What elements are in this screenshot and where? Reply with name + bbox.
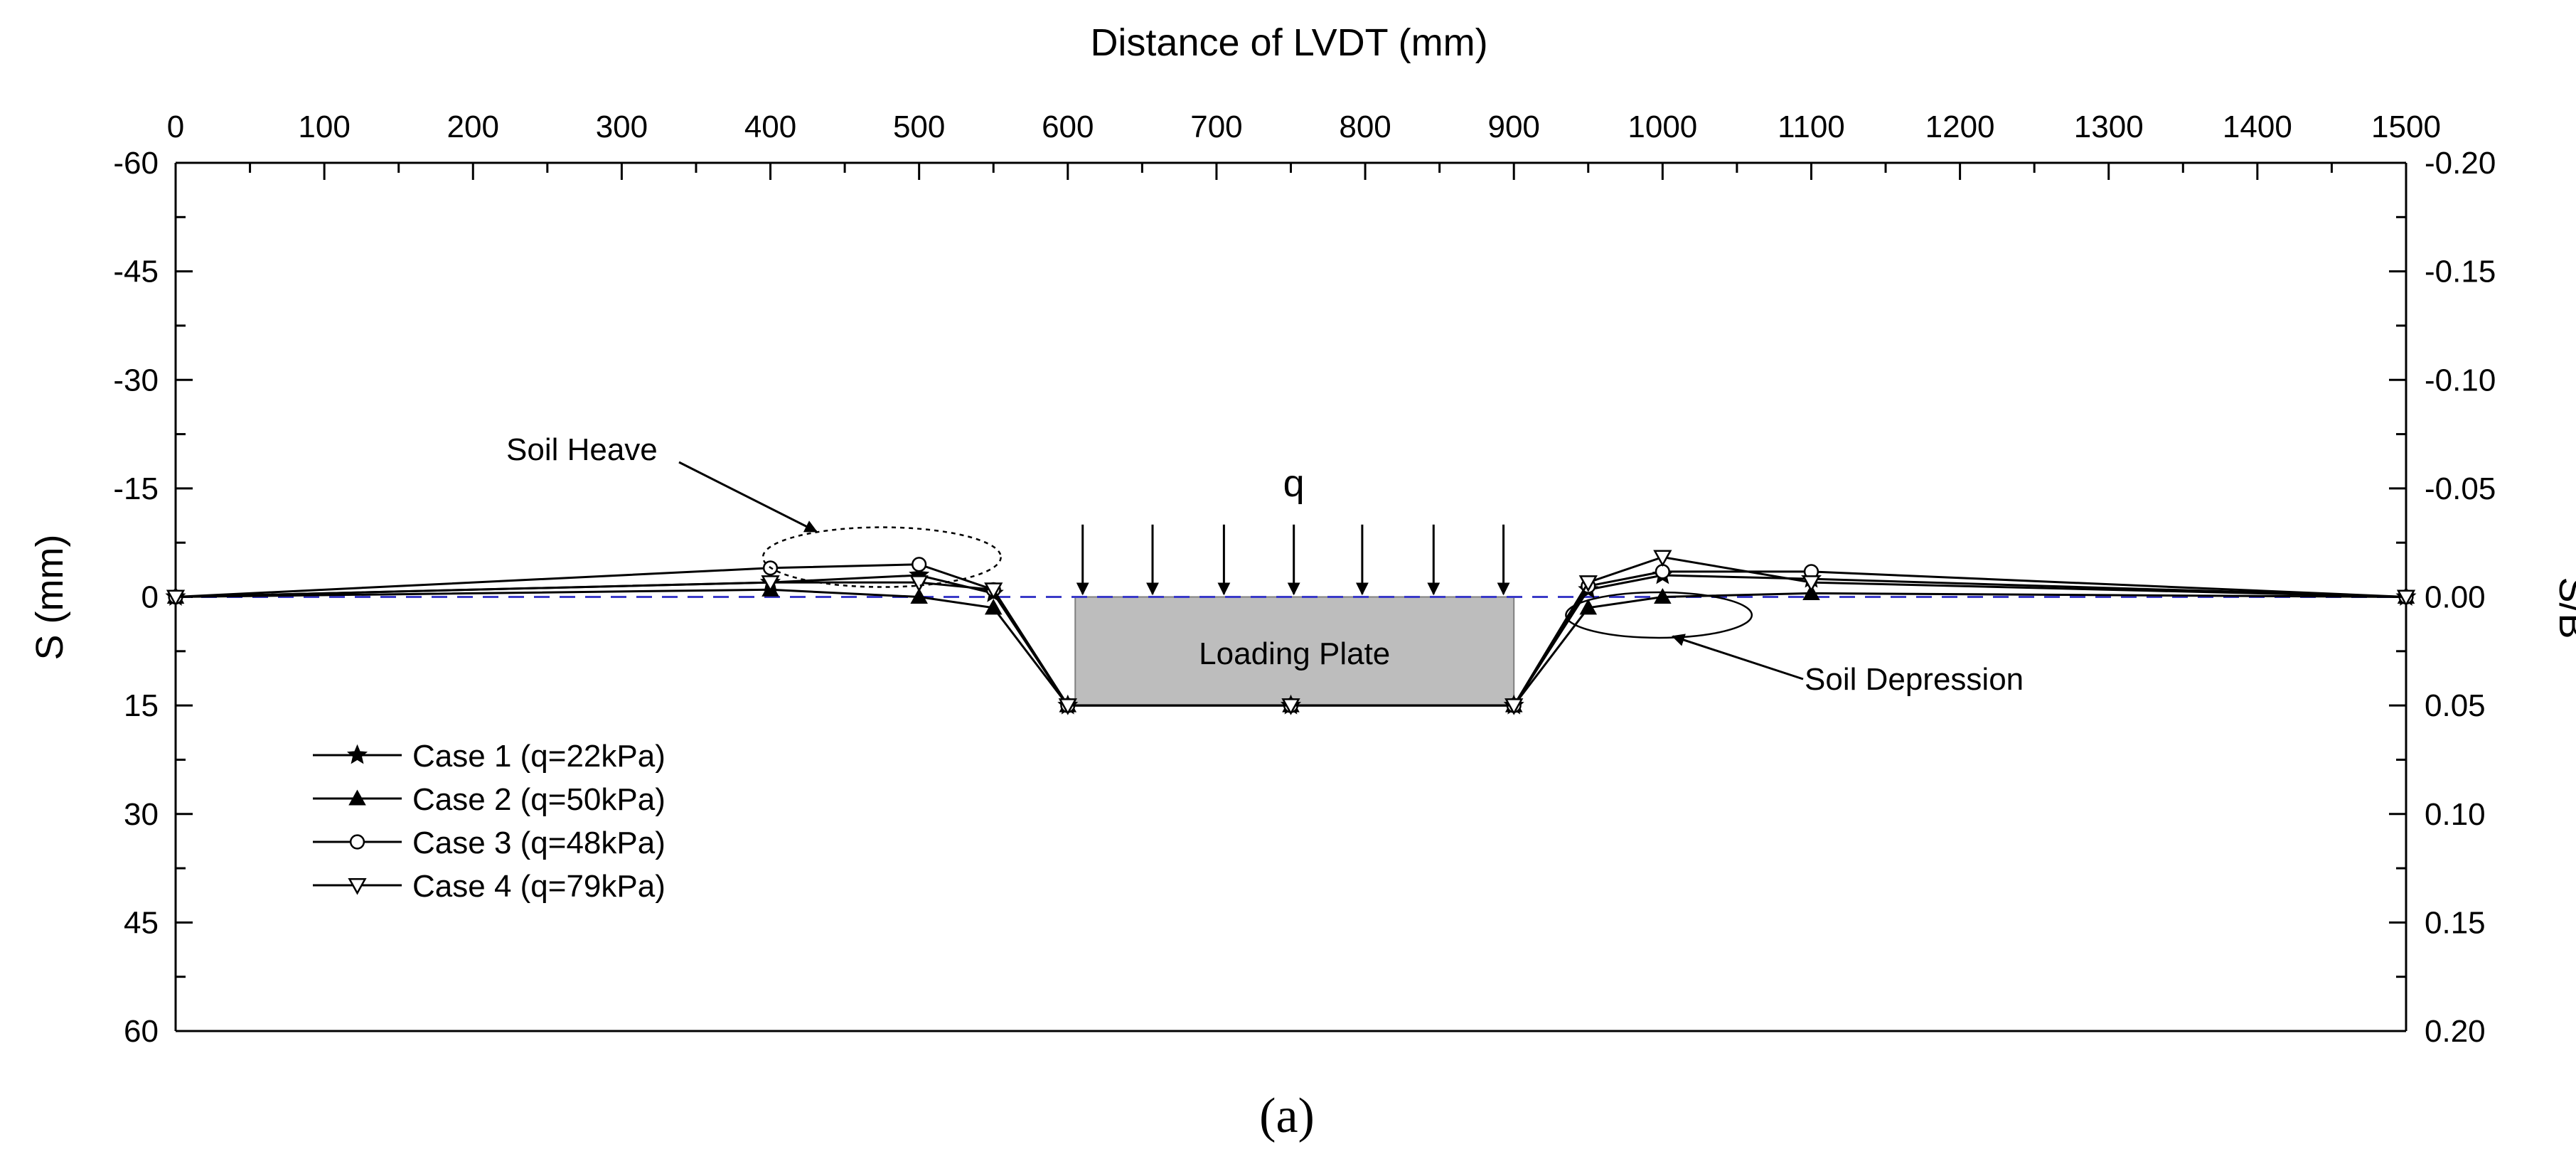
data-point (909, 575, 929, 592)
y2-tick-label: 0.15 (2425, 905, 2486, 940)
y2-tick-label: 0.10 (2425, 797, 2486, 832)
y2-tick-label: 0.00 (2425, 580, 2486, 615)
legend-label: Case 2 (q=50kPa) (412, 782, 666, 817)
data-point (1654, 587, 1672, 604)
y-tick-label: -15 (113, 471, 159, 506)
x-tick-label: 1200 (1925, 110, 1995, 144)
x-tick-label: 600 (1042, 110, 1094, 144)
legend-item-case-3: Case 3 (q=48kPa) (313, 826, 666, 860)
x-tick-label: 900 (1487, 110, 1539, 144)
y-tick-label: 45 (124, 905, 159, 940)
y2-tick-label: -0.05 (2425, 471, 2496, 506)
y2-tick-label: -0.10 (2425, 363, 2496, 397)
soil-heave-label: Soil Heave (506, 432, 658, 467)
y-tick-label: -60 (113, 146, 159, 181)
x-axis-ticks: 0 100 200 300 400 500 600 700 800 900 1000 1100 1200… (167, 110, 2441, 180)
y2-axis-ticks: -0.20 -0.15 -0.10 -0.05 0.00 0.05 0.10 0.15 0.20 (2389, 146, 2496, 1049)
legend-triangle-up-marker (348, 789, 366, 806)
data-point (1653, 550, 1672, 567)
data-point (1505, 698, 1524, 715)
x-tick-label: 1300 (2074, 110, 2144, 144)
data-point (984, 599, 1003, 615)
data-point (761, 575, 780, 592)
data-point (1578, 575, 1598, 592)
y2-tick-label: -0.15 (2425, 255, 2496, 289)
data-point (2396, 589, 2416, 607)
x-tick-label: 1100 (1778, 110, 1845, 144)
legend-label: Case 1 (q=22kPa) (412, 739, 666, 774)
legend-marker-shape (349, 834, 365, 850)
soil-depression-arrow (1672, 634, 1804, 680)
data-point (912, 557, 927, 572)
load-q-label: q (1283, 462, 1305, 505)
legend-item-case-4: Case 4 (q=79kPa) (313, 869, 666, 904)
figure-caption: (a) (1259, 1089, 1315, 1143)
y-tick-label: 0 (141, 580, 159, 615)
legend-marker-shape (346, 744, 368, 764)
x-tick-label: 700 (1190, 110, 1242, 144)
data-point (1058, 698, 1077, 715)
data-point (1802, 575, 1821, 592)
y2-tick-label: -0.20 (2425, 146, 2496, 181)
legend-item-case-1: Case 1 (q=22kPa) (313, 739, 666, 774)
legend-label: Case 3 (q=48kPa) (412, 826, 666, 860)
x-tick-label: 200 (447, 110, 499, 144)
data-point (984, 582, 1003, 599)
loading-plate (1074, 596, 1515, 707)
x-tick-label: 1400 (2223, 110, 2292, 144)
y2-tick-label: 0.20 (2425, 1014, 2486, 1049)
data-point (910, 587, 928, 604)
data-point (166, 589, 186, 607)
x-tick-label: 100 (298, 110, 350, 144)
soil-heave-arrow (678, 461, 818, 533)
soil-heave-ellipse (761, 526, 1002, 588)
x-tick-label: 300 (596, 110, 648, 144)
data-point (1579, 599, 1598, 615)
y-tick-label: 60 (124, 1014, 159, 1049)
legend-marker-shape (348, 877, 367, 895)
data-point (1655, 564, 1670, 580)
data-point (1281, 698, 1300, 715)
series-group (165, 550, 2417, 715)
soil-depression-label: Soil Depression (1805, 662, 2024, 697)
y-axis-ticks: -60 -45 -30 -15 0 15 30 45 60 (113, 146, 193, 1049)
x-axis-title: Distance of LVDT (mm) (1090, 21, 1487, 64)
x-tick-label: 1500 (2371, 110, 2441, 144)
loading-plate-group: Loading Plate (1074, 596, 1515, 707)
x-tick-label: 0 (167, 110, 184, 144)
y-tick-label: -30 (113, 363, 159, 397)
data-point (1802, 584, 1820, 600)
load-arrows (1076, 524, 1510, 596)
series-case-4 (166, 550, 2416, 715)
y-axis-title: S (mm) (28, 535, 71, 661)
y2-tick-label: 0.05 (2425, 688, 2486, 723)
y-tick-label: 15 (124, 688, 159, 723)
y-tick-label: 30 (124, 797, 159, 832)
legend: Case 1 (q=22kPa) Case 2 (q=50kPa) Case 3… (313, 739, 666, 904)
legend-marker-shape (348, 789, 366, 806)
x-tick-label: 500 (893, 110, 945, 144)
loading-plate-label: Loading Plate (1199, 636, 1390, 671)
soil-depression-ellipse (1565, 591, 1753, 639)
legend-circle-marker (349, 834, 365, 850)
legend-star-marker (346, 744, 368, 764)
y2-axis-title: S/B (2551, 577, 2576, 639)
x-tick-label: 400 (744, 110, 796, 144)
legend-triangle-down-marker (348, 877, 367, 895)
y-tick-label: -45 (113, 255, 159, 289)
x-tick-label: 1000 (1628, 110, 1697, 144)
x-tick-label: 800 (1339, 110, 1391, 144)
legend-label: Case 4 (q=79kPa) (412, 869, 666, 904)
annotations: Soil Heave Soil Depression (506, 432, 2024, 697)
legend-item-case-2: Case 2 (q=50kPa) (313, 782, 666, 817)
